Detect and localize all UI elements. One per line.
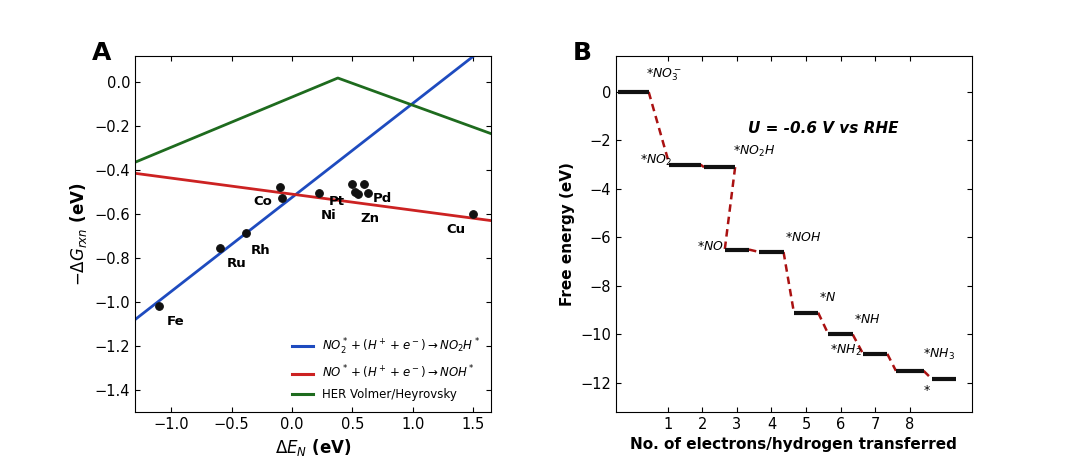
Text: Pt: Pt	[329, 195, 346, 208]
Text: $*N$: $*N$	[819, 291, 836, 304]
Legend: $NO_2^*+(H^++e^-)\rightarrow NO_2H^*$, $NO^*+(H^++e^-)\rightarrow NOH^*$, HER Vo: $NO_2^*+(H^++e^-)\rightarrow NO_2H^*$, $…	[287, 332, 485, 406]
Text: A: A	[92, 41, 111, 65]
Text: $*NOH$: $*NOH$	[784, 231, 821, 244]
Text: $*NH$: $*NH$	[853, 313, 880, 326]
Text: Ru: Ru	[227, 257, 246, 270]
Text: $*NO$: $*NO$	[697, 240, 724, 253]
Text: Rh: Rh	[251, 244, 270, 257]
Text: Zn: Zn	[361, 212, 380, 225]
Text: $*NO_3^-$: $*NO_3^-$	[646, 67, 683, 83]
Text: Co: Co	[254, 195, 272, 208]
Text: $*NH_3$: $*NH_3$	[923, 347, 955, 363]
X-axis label: $\Delta E_N$ (eV): $\Delta E_N$ (eV)	[274, 438, 351, 458]
Text: Pd: Pd	[373, 193, 392, 206]
Text: Ni: Ni	[321, 208, 337, 221]
Text: $*NH_2$: $*NH_2$	[831, 343, 862, 357]
Text: U = -0.6 V vs RHE: U = -0.6 V vs RHE	[748, 121, 899, 136]
Text: $*NO_2H$: $*NO_2H$	[732, 144, 775, 159]
Y-axis label: Free energy (eV): Free energy (eV)	[559, 162, 575, 306]
Y-axis label: $-\Delta G_{rxn}$ (eV): $-\Delta G_{rxn}$ (eV)	[68, 182, 89, 286]
Text: Cu: Cu	[447, 223, 465, 236]
Text: Fe: Fe	[166, 315, 184, 328]
Text: $*$: $*$	[923, 382, 931, 395]
X-axis label: No. of electrons/hydrogen transferred: No. of electrons/hydrogen transferred	[631, 438, 957, 452]
Text: $*NO_2$: $*NO_2$	[639, 153, 672, 169]
Text: B: B	[573, 41, 592, 65]
